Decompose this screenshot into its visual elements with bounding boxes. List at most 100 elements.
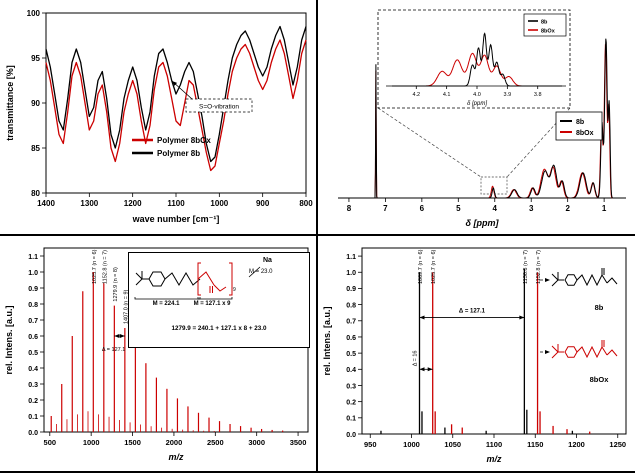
xtick-label: 1000 bbox=[83, 438, 100, 447]
arrowhead bbox=[119, 334, 125, 338]
ytick-label: 0.6 bbox=[28, 334, 38, 341]
endgroup-structure bbox=[135, 271, 201, 287]
mass-braces bbox=[134, 266, 261, 300]
xtick-label: 1100 bbox=[486, 440, 502, 449]
ytick-label: 0.4 bbox=[28, 366, 38, 373]
ytick-label: 0.1 bbox=[28, 414, 38, 421]
so-vibration-box bbox=[185, 98, 253, 113]
arrowhead bbox=[545, 350, 550, 354]
xtick-label: 1200 bbox=[124, 199, 142, 208]
ir-curve-Polymer-8bOx bbox=[45, 39, 307, 172]
mszoom-peak-label: 1136.8 (n = 7) bbox=[523, 250, 529, 284]
panel-ms-zoom: 950 1000 1050 1100 1150 1200 1250 0.0 0.1 0.2 0.3 0… bbox=[318, 236, 635, 473]
arrowhead bbox=[114, 334, 120, 338]
arrowhead bbox=[427, 367, 433, 372]
xtick-label: 500 bbox=[44, 438, 57, 447]
sodium-label: Na bbox=[263, 257, 272, 264]
maldi-peak-label: 1279.9 (n = 8) bbox=[113, 267, 119, 302]
ytick-label: 0.9 bbox=[346, 286, 356, 293]
xtick-label: 2000 bbox=[166, 438, 183, 447]
ytick-label: 0.2 bbox=[346, 399, 356, 406]
xtick-label: 1 bbox=[602, 204, 607, 213]
panel-nmr-spectrum: 8 7 6 5 4 3 2 1 δ [ppm] 4.2 4.1 4.0 3.9 3.8 δ [ppm] 8b 8… bbox=[318, 0, 635, 236]
so-vibration-label: S=O-vibration bbox=[199, 104, 239, 111]
arrowhead bbox=[545, 278, 550, 282]
ir-xaxis-title: wave number [cm⁻¹] bbox=[132, 214, 220, 224]
ytick-label: 0.4 bbox=[346, 367, 356, 374]
mszoom-plot-frame bbox=[361, 247, 627, 435]
structure-label-8bOx: 8bOx bbox=[590, 375, 610, 384]
panel-ir-spectrum: 1400 1300 1200 1100 1000 900 800 80 85 90 95 100 wav… bbox=[0, 0, 317, 236]
nmr-xaxis-title: δ [ppm] bbox=[466, 218, 500, 228]
mszoom-delta-long-label: Δ = 127.1 bbox=[459, 309, 486, 315]
arrowhead bbox=[519, 315, 525, 320]
polymer-structure-drawing bbox=[134, 262, 261, 300]
sodium-mass-label: M = 23.0 bbox=[249, 269, 273, 275]
xtick-label: 800 bbox=[299, 199, 313, 208]
inset-xtick-label: 4.0 bbox=[473, 92, 481, 98]
nmr-spectrum-chart: 8 7 6 5 4 3 2 1 δ [ppm] 4.2 4.1 4.0 3.9 3.8 δ [ppm] 8b 8… bbox=[338, 9, 626, 228]
maldi-peak-label: 1407.0 (n = 9) bbox=[123, 289, 129, 324]
ytick-label: 0.6 bbox=[346, 335, 356, 342]
xtick-label: 2 bbox=[565, 204, 570, 213]
inset-xtick-label: 3.8 bbox=[534, 92, 542, 98]
inset-xtick-label: 3.9 bbox=[504, 92, 512, 98]
ytick-label: 1.0 bbox=[28, 270, 38, 277]
mszoom-yaxis-title: rel. Intens. [a.u.] bbox=[322, 306, 332, 375]
inset-xtick-label: 4.1 bbox=[443, 92, 451, 98]
ir-curve-Polymer-8b bbox=[45, 25, 307, 163]
xtick-label: 6 bbox=[420, 204, 425, 213]
ytick-label: 90 bbox=[31, 99, 40, 108]
xtick-label: 1100 bbox=[167, 199, 185, 208]
mszoom-delta-short-label: Δ = 16 bbox=[413, 351, 419, 367]
arrowhead bbox=[419, 367, 425, 372]
nmr-inset-xaxis-title: δ [ppm] bbox=[467, 101, 487, 107]
ytick-label: 1.1 bbox=[346, 254, 356, 261]
ytick-label: 0.8 bbox=[28, 302, 38, 309]
inset-legend-label: 8bOx bbox=[541, 29, 556, 35]
xtick-label: 1000 bbox=[403, 440, 420, 449]
xtick-label: 1250 bbox=[609, 440, 626, 449]
panel-divider-vertical bbox=[316, 0, 318, 473]
ir-legend-label: Polymer 8b bbox=[157, 149, 200, 158]
maldi-delta-label: Δ = 127.1 bbox=[102, 347, 125, 353]
xtick-label: 1050 bbox=[444, 440, 461, 449]
xtick-label: 3500 bbox=[290, 438, 307, 447]
xtick-label: 3 bbox=[529, 204, 534, 213]
xtick-label: 5 bbox=[456, 204, 461, 213]
ytick-label: 95 bbox=[31, 54, 40, 63]
ytick-label: 0.9 bbox=[28, 286, 38, 293]
structure-label-8b: 8b bbox=[595, 303, 604, 312]
zoom-region-box bbox=[480, 176, 508, 195]
mszoom-peak-label: 1009.7 (n = 6) bbox=[418, 249, 424, 284]
ytick-label: 0.5 bbox=[346, 351, 356, 358]
nmr-legend-box bbox=[555, 111, 603, 141]
figure-bottom-border bbox=[0, 471, 635, 473]
ytick-label: 85 bbox=[31, 144, 40, 153]
polymer-structure bbox=[551, 340, 618, 359]
ms-zoom-chart: 950 1000 1050 1100 1150 1200 1250 0.0 0.1 0.2 0.3 0… bbox=[322, 247, 627, 464]
panel-divider-horizontal bbox=[0, 234, 635, 236]
ytick-label: 0.3 bbox=[28, 382, 38, 389]
xtick-label: 1400 bbox=[37, 199, 55, 208]
ir-spectrum-chart: 1400 1300 1200 1100 1000 900 800 80 85 90 95 100 wav… bbox=[5, 9, 313, 224]
nmr-legend-label: 8bOx bbox=[576, 130, 594, 137]
ytick-label: 0.0 bbox=[346, 432, 356, 439]
xtick-label: 7 bbox=[383, 204, 388, 213]
repeat-unit-structure bbox=[197, 262, 233, 296]
ytick-label: 0.2 bbox=[28, 398, 38, 405]
mszoom-peak-label: 1025.7 (n = 6) bbox=[431, 249, 437, 284]
mass-equation: 1279.9 = 240.1 + 127.1 x 8 + 23.0 bbox=[171, 325, 267, 332]
xtick-label: 1200 bbox=[568, 440, 585, 449]
ytick-label: 1.0 bbox=[346, 270, 356, 277]
xtick-label: 8 bbox=[347, 204, 352, 213]
ytick-label: 0.7 bbox=[346, 319, 356, 326]
xtick-label: 900 bbox=[256, 199, 270, 208]
mszoom-peak-label: 1152.8 (n = 7) bbox=[536, 250, 542, 284]
benzene-ring bbox=[148, 271, 166, 287]
xtick-label: 1000 bbox=[210, 199, 228, 208]
maldi-xaxis-title: m/z bbox=[168, 452, 184, 462]
benzene-ring bbox=[564, 274, 578, 286]
maldi-peak-label: 1152.8 (n = 7) bbox=[102, 250, 108, 284]
ytick-label: 1.1 bbox=[28, 254, 38, 261]
